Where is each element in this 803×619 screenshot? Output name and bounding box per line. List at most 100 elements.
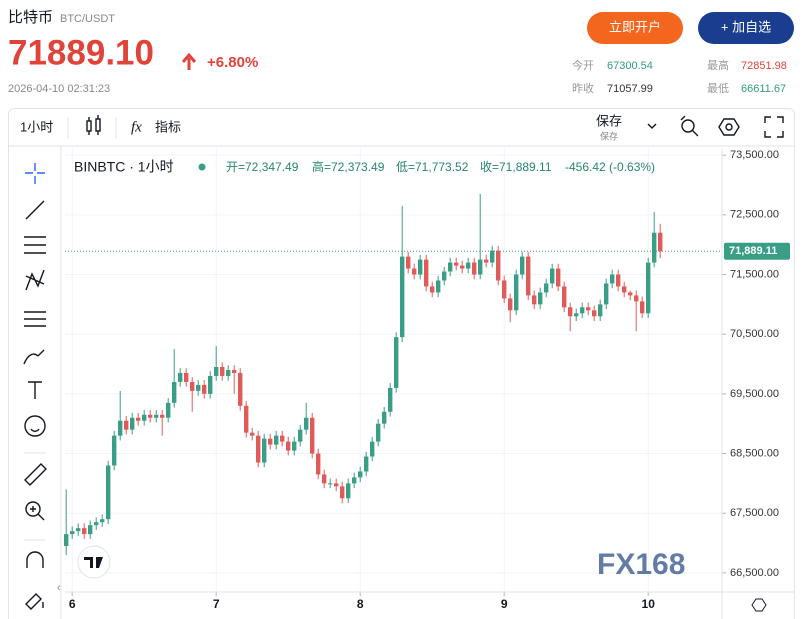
candle-body [598, 304, 603, 317]
candle-body [472, 262, 477, 275]
button-label[interactable]: + 加自选 [721, 19, 771, 34]
watchlist-button[interactable] [698, 12, 794, 44]
candle-body [388, 387, 393, 412]
candle-body [94, 522, 99, 526]
ohlc-legend: -456.42 (-0.63%) [565, 160, 655, 174]
candle-body [100, 519, 105, 523]
candle-body [262, 438, 267, 463]
candle-body [106, 465, 111, 520]
candle-body [298, 429, 303, 442]
last-price-label: 71,889.11 [729, 245, 777, 257]
candle-body [244, 405, 249, 433]
candle-body [82, 528, 87, 535]
candle-body [544, 283, 549, 293]
status-dot [198, 163, 206, 171]
candle-body [232, 370, 237, 373]
candle-body [160, 414, 165, 418]
open-account-button[interactable] [587, 12, 683, 44]
candle-body [646, 262, 651, 314]
coin-name: 比特币 [8, 9, 53, 26]
indicators[interactable]: 指标 [155, 119, 181, 134]
candle-body [88, 525, 93, 535]
last-price-tag [724, 242, 790, 260]
candle-body [550, 268, 555, 284]
candle-body [580, 307, 585, 314]
candle-body [340, 486, 345, 499]
stat-label: 昨收 [572, 81, 594, 95]
button-label[interactable]: 立即开户 [609, 19, 661, 34]
interval[interactable]: 1小时 [20, 119, 53, 134]
candle-body [124, 420, 129, 430]
candle-body [214, 367, 219, 376]
candle-body [130, 417, 135, 430]
candle-body [196, 384, 201, 391]
candle-body [652, 232, 657, 263]
candle-body [442, 271, 447, 281]
y-tick-label: 68,500.00 [730, 447, 779, 459]
candle-body [376, 423, 381, 442]
fullscreen-icon[interactable] [764, 116, 784, 138]
candle-body [538, 292, 543, 305]
candle-body [634, 295, 639, 302]
y-tick-label: 67,500.00 [730, 507, 779, 519]
save-sub[interactable]: 保存 [600, 130, 618, 141]
candle-body [76, 528, 81, 532]
stat-label: 今开 [572, 58, 594, 72]
candle-body [310, 417, 315, 454]
candle-type-icon[interactable] [86, 115, 101, 135]
drawing-tools[interactable] [23, 163, 47, 610]
candle-body [136, 417, 141, 421]
x-tick-label: 10 [642, 597, 656, 611]
candle-body [424, 259, 429, 287]
y-tick-label: 71,500.00 [730, 268, 779, 280]
candle-body [658, 232, 663, 252]
candle-body [280, 435, 285, 442]
plot: 66,500.00 67,500.00 68,500.00 69,500.00 70,5… [57, 148, 794, 619]
candle-body [466, 262, 471, 269]
candle-body [172, 381, 177, 403]
candle-body [322, 474, 327, 484]
candle-body [508, 298, 513, 311]
candle-body [334, 483, 339, 487]
candle-body [394, 337, 399, 388]
candle-body [148, 414, 153, 418]
candle-body [496, 250, 501, 281]
y-tick-label: 66,500.00 [730, 567, 779, 579]
x-tick-label: 8 [357, 597, 364, 611]
up-arrow [181, 52, 197, 70]
ohlc-legend: 开=72,347.49 [226, 160, 299, 174]
candle-body [454, 262, 459, 266]
candle-body [448, 262, 453, 272]
stat-value: 72851.98 [741, 60, 787, 72]
candle-body [412, 268, 417, 275]
candle-body [556, 268, 561, 287]
stat-value: 66611.67 [741, 83, 786, 95]
dropdown-icon[interactable] [647, 123, 657, 129]
candle-body [316, 453, 321, 475]
snapshot-icon[interactable] [680, 115, 699, 137]
candle-body [352, 477, 357, 484]
candle-body [568, 307, 573, 317]
price: 71889.10 [8, 33, 154, 72]
candle-body [478, 259, 483, 275]
candle-body [400, 256, 405, 338]
candle-body [118, 420, 123, 436]
pair: BTC/USDT [60, 13, 115, 25]
candle-body [328, 483, 333, 485]
candle-body [460, 265, 465, 269]
save[interactable]: 保存 [596, 113, 622, 128]
stat-value: 71057.99 [607, 83, 653, 95]
symbol: BINBTC · 1小时 [74, 159, 174, 175]
change: +6.80% [207, 54, 258, 71]
fx-icon[interactable]: fx [131, 119, 142, 135]
stat-label: 最低 [707, 82, 729, 95]
candle-body [604, 283, 609, 305]
candle-body [202, 384, 207, 394]
ohlc-legend: 高=72,373.49 [312, 159, 385, 174]
candle-body [64, 534, 69, 547]
x-tick-label: 9 [501, 597, 508, 611]
settings-icon[interactable] [718, 118, 740, 136]
candle-body [622, 286, 627, 293]
stat-value: 67300.54 [607, 60, 653, 72]
